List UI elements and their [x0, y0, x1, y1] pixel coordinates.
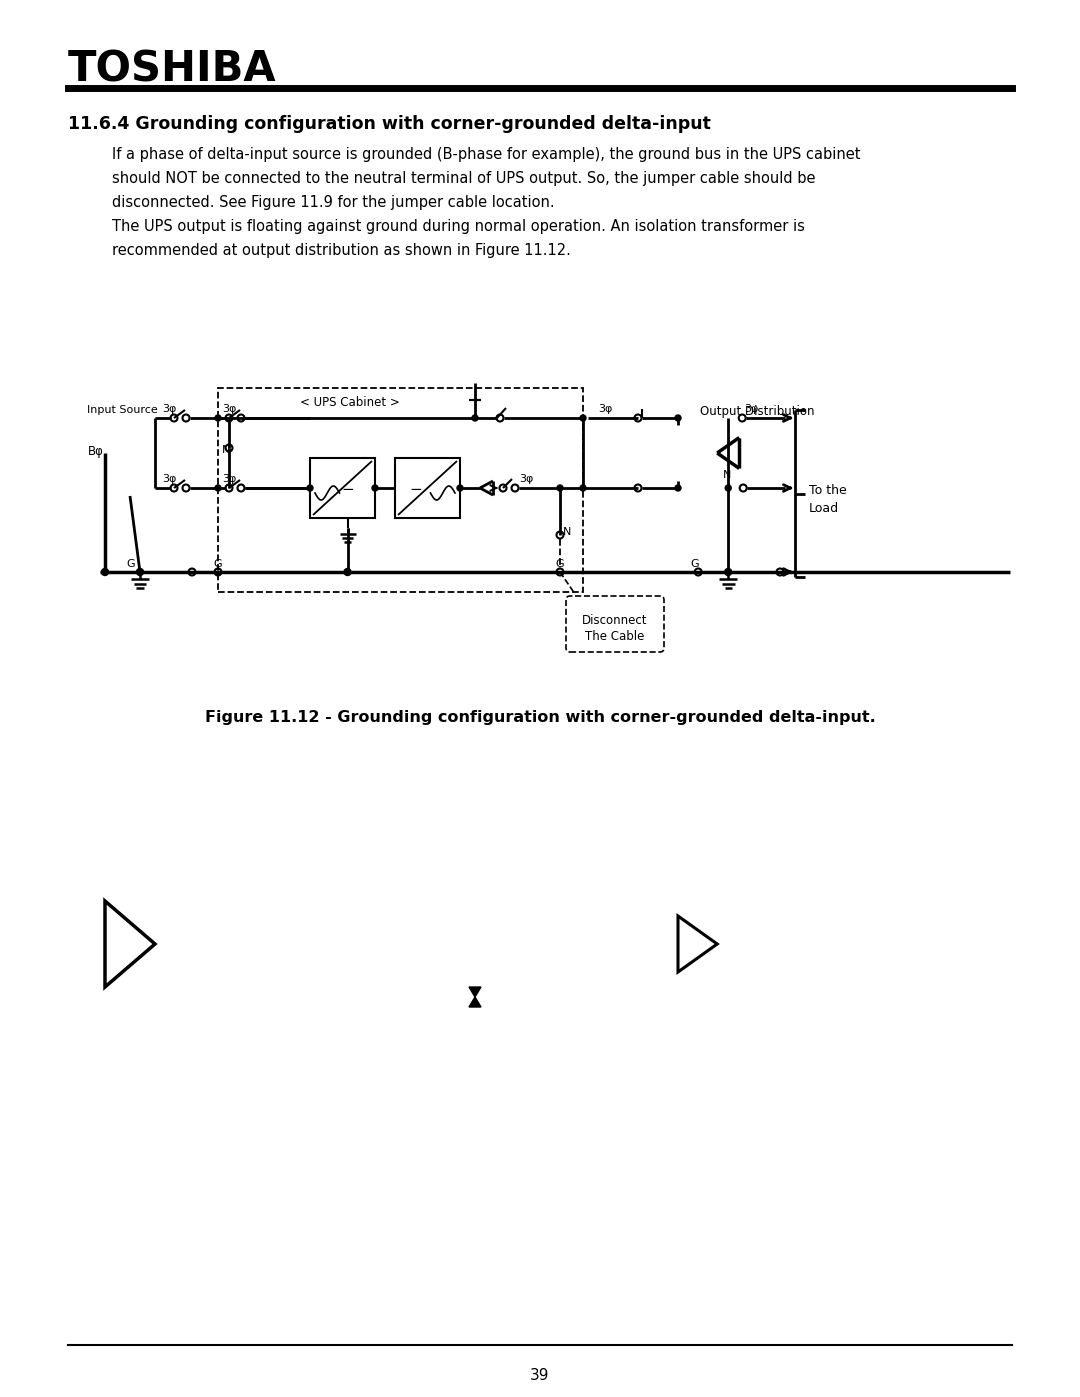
FancyBboxPatch shape [566, 597, 664, 652]
Text: G: G [555, 559, 564, 569]
Circle shape [675, 415, 681, 420]
Bar [310, 458, 375, 518]
Circle shape [215, 415, 221, 420]
Circle shape [472, 415, 478, 420]
Text: 11.6.4 Grounding configuration with corner-grounded delta-input: 11.6.4 Grounding configuration with corn… [68, 115, 711, 133]
Text: −: − [341, 482, 354, 497]
Text: −: − [409, 482, 422, 497]
Text: should NOT be connected to the neutral terminal of UPS output. So, the jumper ca: should NOT be connected to the neutral t… [112, 170, 815, 186]
Circle shape [345, 569, 351, 576]
Circle shape [580, 415, 586, 420]
Text: 39: 39 [530, 1368, 550, 1383]
Bar [395, 458, 460, 518]
Text: G: G [213, 559, 221, 569]
Circle shape [557, 485, 563, 490]
Text: recommended at output distribution as shown in Figure 11.12.: recommended at output distribution as sh… [112, 243, 571, 258]
Text: Load: Load [809, 502, 839, 514]
Text: 3φ: 3φ [519, 474, 534, 483]
Text: The UPS output is floating against ground during normal operation. An isolation : The UPS output is floating against groun… [112, 219, 805, 235]
Text: disconnected. See Figure 11.9 for the jumper cable location.: disconnected. See Figure 11.9 for the ju… [112, 196, 555, 210]
Text: Bφ: Bφ [87, 446, 104, 458]
Text: 3φ: 3φ [744, 404, 758, 414]
Text: If a phase of delta-input source is grounded (B-phase for example), the ground b: If a phase of delta-input source is grou… [112, 147, 861, 162]
Text: To the: To the [809, 483, 847, 496]
Text: 3φ: 3φ [222, 474, 237, 483]
Circle shape [215, 485, 221, 490]
Text: TOSHIBA: TOSHIBA [68, 47, 276, 89]
Text: 3φ: 3φ [162, 474, 176, 483]
Text: N: N [222, 446, 230, 455]
Text: < UPS Cabinet >: < UPS Cabinet > [300, 395, 400, 409]
Text: Output Distribution: Output Distribution [700, 405, 814, 418]
Circle shape [725, 569, 732, 576]
Text: N: N [563, 527, 571, 536]
Text: G: G [126, 559, 135, 569]
Polygon shape [469, 997, 481, 1007]
Text: G: G [690, 559, 699, 569]
Bar [218, 388, 583, 592]
Text: Input Source: Input Source [87, 405, 158, 415]
Text: N: N [724, 469, 731, 481]
Circle shape [102, 569, 108, 576]
Text: The Cable: The Cable [585, 630, 645, 643]
Text: Disconnect: Disconnect [582, 615, 648, 627]
Circle shape [307, 485, 313, 490]
Text: Figure 11.12 - Grounding configuration with corner-grounded delta-input.: Figure 11.12 - Grounding configuration w… [204, 710, 876, 725]
Circle shape [457, 485, 463, 490]
Text: 3φ: 3φ [598, 404, 612, 414]
Circle shape [372, 485, 378, 490]
Text: 3φ: 3φ [222, 404, 237, 414]
Circle shape [136, 569, 144, 576]
Circle shape [725, 485, 731, 490]
Text: 3φ: 3φ [162, 404, 176, 414]
Circle shape [675, 485, 681, 490]
Polygon shape [469, 988, 481, 997]
Circle shape [580, 485, 586, 490]
